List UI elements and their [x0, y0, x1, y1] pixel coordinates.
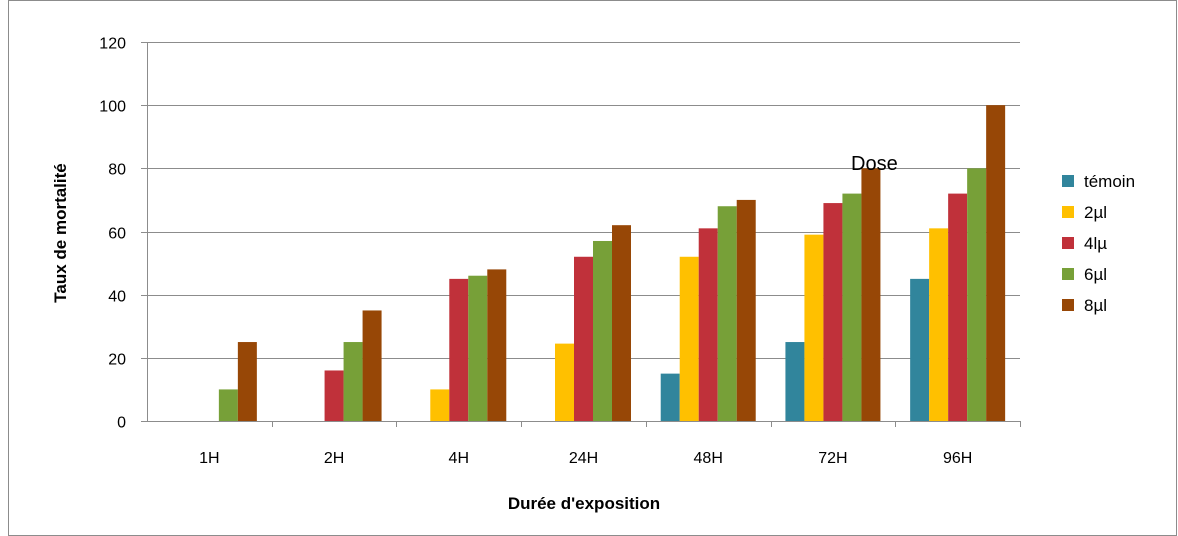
- bar: [910, 278, 930, 421]
- y-tick-label: 40: [108, 289, 126, 306]
- y-tick-label: 120: [99, 36, 126, 53]
- legend-swatch: [1062, 268, 1074, 280]
- bar: [468, 275, 488, 421]
- y-axis-title: Taux de mortalité: [51, 163, 70, 303]
- bar: [324, 370, 344, 421]
- bar: [660, 373, 680, 421]
- bar: [736, 199, 756, 421]
- bar: [430, 389, 450, 421]
- legend-label: 2µl: [1084, 203, 1107, 222]
- x-tick-label: 2H: [324, 450, 344, 467]
- chart-annotation: Dose: [851, 153, 898, 175]
- axes: 0 20 40 60 80 100 120 1H 2H 4H 24H 48H 72H 96H: [99, 36, 1021, 467]
- bar: [804, 234, 824, 421]
- bar: [218, 389, 238, 421]
- legend-swatch: [1062, 175, 1074, 187]
- legend-swatch: [1062, 206, 1074, 218]
- y-tick-label: 20: [108, 352, 126, 369]
- legend-label: témoin: [1084, 172, 1135, 191]
- bar: [948, 193, 968, 421]
- y-tick-label: 100: [99, 99, 126, 116]
- bar: [555, 343, 574, 421]
- x-tick-label: 1H: [199, 450, 219, 467]
- bar: [986, 105, 1006, 422]
- legend-swatch: [1062, 237, 1074, 249]
- x-tick-label: 72H: [818, 450, 847, 467]
- legend-swatch: [1062, 299, 1074, 311]
- legend: témoin 2µl 4lµ 6µl 8µl: [1062, 172, 1135, 315]
- legend-label: 8µl: [1084, 296, 1107, 315]
- bar: [362, 310, 382, 421]
- bar: [343, 342, 363, 421]
- bar: [449, 278, 469, 421]
- legend-label: 4lµ: [1084, 234, 1107, 253]
- bar: [574, 256, 593, 421]
- bar: [967, 168, 987, 421]
- x-tick-label: 96H: [943, 450, 972, 467]
- bar: [487, 269, 507, 421]
- bar: [237, 342, 257, 421]
- legend-label: 6µl: [1084, 265, 1107, 284]
- y-tick-label: 60: [108, 226, 126, 243]
- x-tick-label: 4H: [449, 450, 469, 467]
- bars: [218, 105, 1006, 422]
- bar: [929, 228, 949, 421]
- x-tick-label: 48H: [694, 450, 723, 467]
- y-tick-label: 80: [108, 162, 126, 179]
- x-axis-title: Durée d'exposition: [508, 494, 660, 513]
- bar: [785, 342, 805, 421]
- bar: [679, 256, 699, 421]
- bar: [717, 206, 737, 421]
- y-tick-label: 0: [117, 415, 126, 432]
- bar: [593, 240, 612, 421]
- bar: [842, 193, 862, 421]
- bar: [823, 203, 843, 421]
- bar: [861, 168, 881, 421]
- bar: [612, 225, 631, 421]
- x-tick-label: 24H: [569, 450, 598, 467]
- bar: [698, 228, 718, 421]
